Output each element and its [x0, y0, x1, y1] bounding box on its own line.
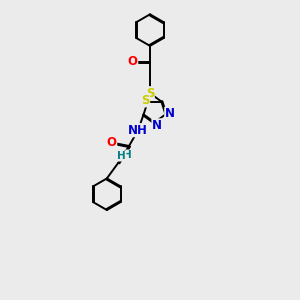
Text: H: H — [117, 151, 126, 161]
Text: O: O — [107, 136, 117, 149]
Text: N: N — [152, 119, 162, 132]
Text: S: S — [141, 94, 150, 107]
Text: H: H — [123, 150, 132, 160]
Text: O: O — [128, 55, 138, 68]
Text: S: S — [146, 87, 154, 100]
Text: NH: NH — [128, 124, 148, 137]
Text: N: N — [165, 107, 175, 120]
